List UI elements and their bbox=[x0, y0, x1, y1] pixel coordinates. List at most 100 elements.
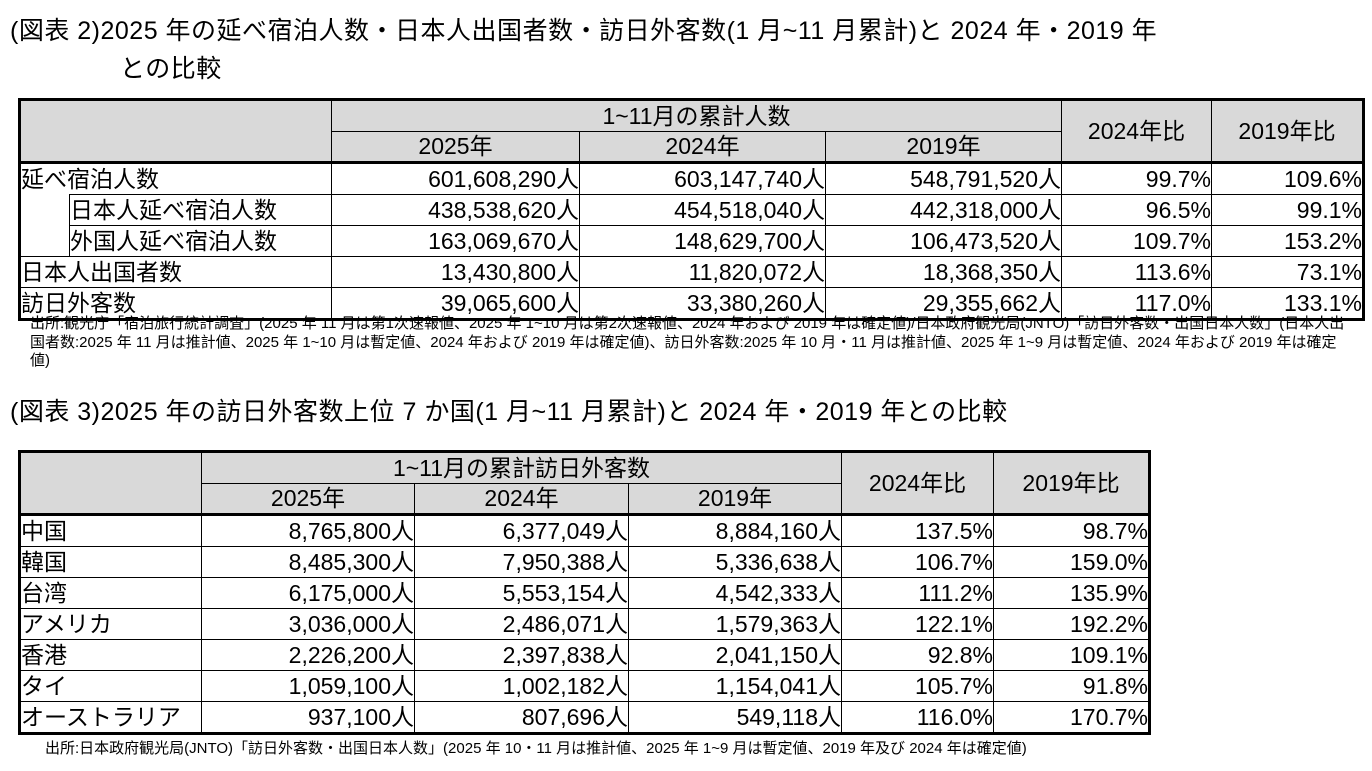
source-note-figure3: 出所:日本政府観光局(JNTO)「訪日外客数・出国日本人数」(2025 年 10… bbox=[45, 740, 1027, 757]
table-row: 外国人延べ宿泊人数 163,069,670人 148,629,700人 106,… bbox=[19, 225, 1364, 257]
table1-ratio2024-header: 2024年比 bbox=[1061, 99, 1212, 163]
ratio-2019: 73.1% bbox=[1211, 256, 1364, 288]
value-2024: 1,002,182人 bbox=[414, 670, 629, 702]
ratio-2019: 109.6% bbox=[1211, 161, 1364, 195]
table-row: タイ 1,059,100人 1,002,182人 1,154,041人 105.… bbox=[19, 670, 1150, 702]
value-2025: 1,059,100人 bbox=[201, 670, 415, 702]
value-2024: 7,950,388人 bbox=[414, 546, 629, 578]
value-2024: 603,147,740人 bbox=[579, 161, 826, 195]
ratio-2019: 109.1% bbox=[993, 639, 1150, 671]
value-2024: 454,518,040人 bbox=[579, 194, 826, 226]
table2-ratio2024-header: 2024年比 bbox=[841, 451, 994, 515]
table1-group-header: 1~11月の累計人数 bbox=[331, 99, 1062, 132]
ratio-2019: 159.0% bbox=[993, 546, 1150, 578]
row-label: 延べ宿泊人数 bbox=[19, 161, 332, 195]
value-2024: 2,486,071人 bbox=[414, 608, 629, 640]
value-2024: 33,380,260人 bbox=[579, 287, 826, 320]
value-2019: 548,791,520人 bbox=[825, 161, 1062, 195]
ratio-2019: 192.2% bbox=[993, 608, 1150, 640]
value-2025: 438,538,620人 bbox=[331, 194, 580, 226]
figure2-title-line2: との比較 bbox=[120, 55, 222, 83]
ratio-2024: 105.7% bbox=[841, 670, 994, 702]
value-2025: 8,765,800人 bbox=[201, 513, 415, 547]
value-2024: 11,820,072人 bbox=[579, 256, 826, 288]
country-label: 台湾 bbox=[19, 577, 202, 609]
ratio-2024: 96.5% bbox=[1061, 194, 1212, 226]
ratio-2024: 116.0% bbox=[841, 701, 994, 734]
country-label: 香港 bbox=[19, 639, 202, 671]
table2-year-2025-header: 2025年 bbox=[201, 483, 415, 515]
ratio-2019: 133.1% bbox=[1211, 287, 1364, 320]
value-2025: 601,608,290人 bbox=[331, 161, 580, 195]
value-2025: 6,175,000人 bbox=[201, 577, 415, 609]
table2-corner-cell bbox=[19, 451, 202, 515]
table-row: 日本人延べ宿泊人数 438,538,620人 454,518,040人 442,… bbox=[19, 194, 1364, 226]
table2-year-2024-header: 2024年 bbox=[414, 483, 629, 515]
table-row: 台湾 6,175,000人 5,553,154人 4,542,333人 111.… bbox=[19, 577, 1150, 609]
value-2019: 1,579,363人 bbox=[628, 608, 842, 640]
table-row: アメリカ 3,036,000人 2,486,071人 1,579,363人 12… bbox=[19, 608, 1150, 640]
value-2019: 549,118人 bbox=[628, 701, 842, 734]
ratio-2019: 153.2% bbox=[1211, 225, 1364, 257]
table2-header-row-group: 1~11月の累計訪日外客数 2024年比 2019年比 bbox=[19, 451, 1150, 515]
value-2024: 807,696人 bbox=[414, 701, 629, 734]
table1-year-2019-header: 2019年 bbox=[825, 131, 1062, 163]
value-2019: 1,154,041人 bbox=[628, 670, 842, 702]
table-row: 日本人出国者数 13,430,800人 11,820,072人 18,368,3… bbox=[19, 256, 1364, 288]
value-2019: 29,355,662人 bbox=[825, 287, 1062, 320]
ratio-2019: 98.7% bbox=[993, 513, 1150, 547]
value-2025: 2,226,200人 bbox=[201, 639, 415, 671]
value-2024: 148,629,700人 bbox=[579, 225, 826, 257]
ratio-2019: 99.1% bbox=[1211, 194, 1364, 226]
row-label: 訪日外客数 bbox=[19, 287, 332, 320]
country-label: 中国 bbox=[19, 513, 202, 547]
table-row: オーストラリア 937,100人 807,696人 549,118人 116.0… bbox=[19, 701, 1150, 734]
country-label: タイ bbox=[19, 670, 202, 702]
table-row: 延べ宿泊人数 601,608,290人 603,147,740人 548,791… bbox=[19, 161, 1364, 195]
country-label: アメリカ bbox=[19, 608, 202, 640]
indent-cell bbox=[19, 225, 70, 257]
table-row: 韓国 8,485,300人 7,950,388人 5,336,638人 106.… bbox=[19, 546, 1150, 578]
value-2024: 5,553,154人 bbox=[414, 577, 629, 609]
value-2019: 2,041,150人 bbox=[628, 639, 842, 671]
value-2024: 6,377,049人 bbox=[414, 513, 629, 547]
value-2019: 4,542,333人 bbox=[628, 577, 842, 609]
table2-ratio2019-header: 2019年比 bbox=[993, 451, 1150, 515]
table1-header-row-group: 1~11月の累計人数 2024年比 2019年比 bbox=[19, 99, 1364, 163]
row-label: 日本人延べ宿泊人数 bbox=[69, 194, 332, 226]
value-2025: 13,430,800人 bbox=[331, 256, 580, 288]
ratio-2024: 113.6% bbox=[1061, 256, 1212, 288]
table2-header-row-years: 2025年 2024年 2019年 bbox=[20, 483, 1150, 515]
table1-year-2025-header: 2025年 bbox=[331, 131, 580, 163]
ratio-2019: 170.7% bbox=[993, 701, 1150, 734]
ratio-2019: 91.8% bbox=[993, 670, 1150, 702]
indent-cell bbox=[19, 194, 70, 226]
value-2024: 2,397,838人 bbox=[414, 639, 629, 671]
value-2025: 39,065,600人 bbox=[331, 287, 580, 320]
table1-corner-cell bbox=[19, 99, 332, 163]
country-label: オーストラリア bbox=[19, 701, 202, 734]
value-2019: 442,318,000人 bbox=[825, 194, 1062, 226]
value-2019: 5,336,638人 bbox=[628, 546, 842, 578]
table-row: 香港 2,226,200人 2,397,838人 2,041,150人 92.8… bbox=[19, 639, 1150, 671]
table1-year-2024-header: 2024年 bbox=[579, 131, 826, 163]
row-label: 日本人出国者数 bbox=[19, 256, 332, 288]
row-label: 外国人延べ宿泊人数 bbox=[69, 225, 332, 257]
table2-year-2019-header: 2019年 bbox=[628, 483, 842, 515]
ratio-2024: 137.5% bbox=[841, 513, 994, 547]
value-2025: 8,485,300人 bbox=[201, 546, 415, 578]
value-2019: 8,884,160人 bbox=[628, 513, 842, 547]
figure3-title: (図表 3)2025 年の訪日外客数上位 7 か国(1 月~11 月累計)と 2… bbox=[10, 398, 1008, 426]
ratio-2024: 99.7% bbox=[1061, 161, 1212, 195]
value-2025: 937,100人 bbox=[201, 701, 415, 734]
value-2025: 163,069,670人 bbox=[331, 225, 580, 257]
value-2019: 106,473,520人 bbox=[825, 225, 1062, 257]
table-row: 訪日外客数 39,065,600人 33,380,260人 29,355,662… bbox=[19, 287, 1364, 320]
figure2-title-line1: (図表 2)2025 年の延べ宿泊人数・日本人出国者数・訪日外客数(1 月~11… bbox=[10, 17, 1158, 45]
table-row: 中国 8,765,800人 6,377,049人 8,884,160人 137.… bbox=[19, 513, 1150, 547]
ratio-2024: 106.7% bbox=[841, 546, 994, 578]
source-note-figure2: 出所:観光庁「宿泊旅行統計調査」(2025 年 11 月は第1次速報値、2025… bbox=[30, 315, 1345, 369]
value-2019: 18,368,350人 bbox=[825, 256, 1062, 288]
ratio-2024: 122.1% bbox=[841, 608, 994, 640]
